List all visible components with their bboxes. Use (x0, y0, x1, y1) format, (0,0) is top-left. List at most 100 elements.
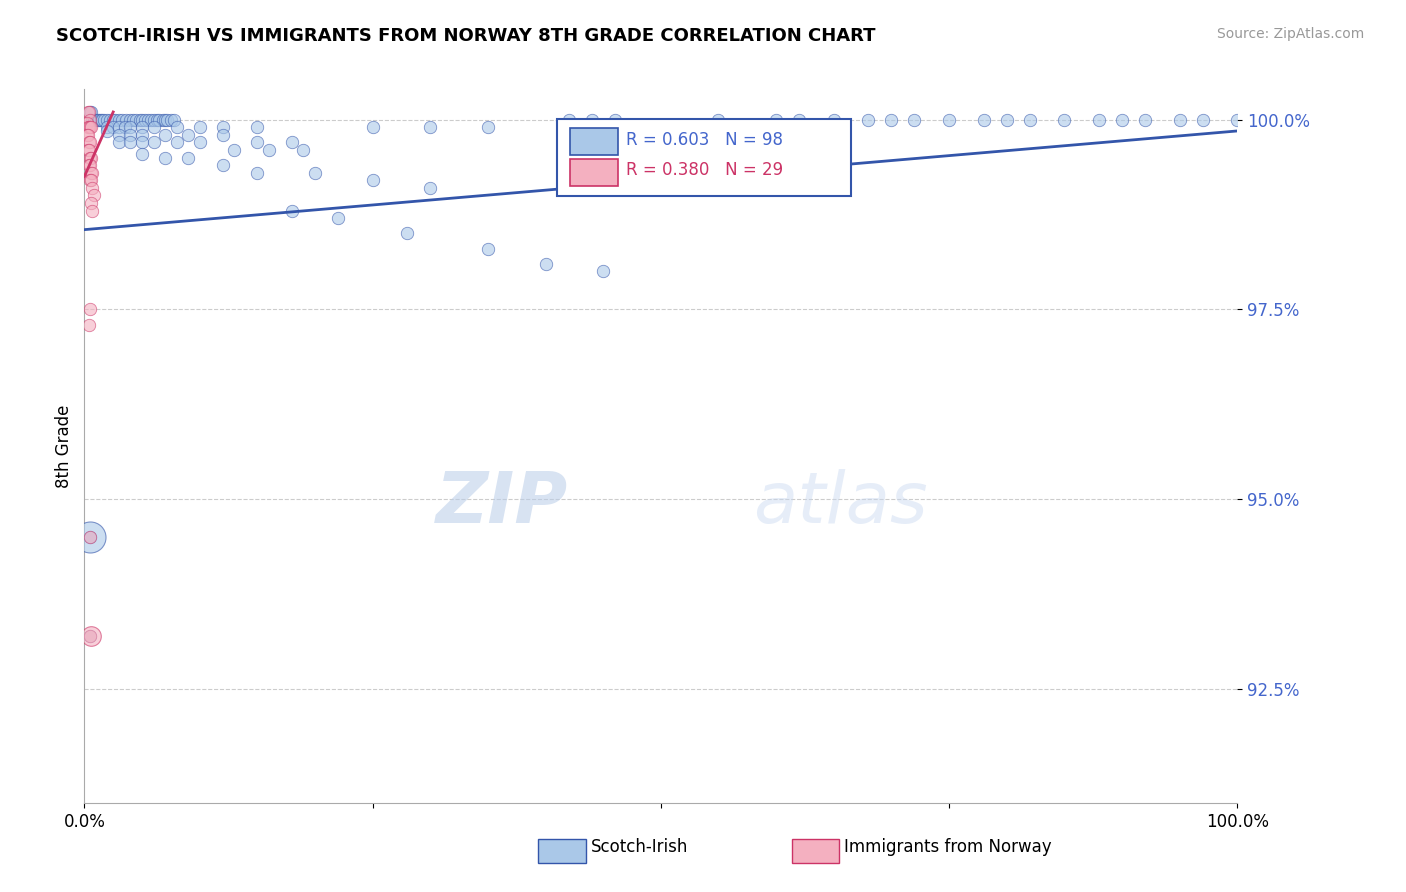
Point (765, 112, 787, 127)
Point (188, 120, 211, 135)
Point (90, 112, 112, 127)
Point (938, 112, 960, 127)
Point (146, 112, 169, 127)
Point (79, 530, 101, 544)
Point (1133, 112, 1156, 127)
Point (76, 105, 98, 120)
Point (80, 629, 103, 643)
Point (77, 136, 100, 150)
Point (557, 112, 579, 127)
Point (80, 120, 103, 135)
Point (79, 173, 101, 187)
Point (880, 112, 903, 127)
Point (79, 151, 101, 165)
Point (89, 112, 111, 127)
Y-axis label: 8th Grade: 8th Grade (55, 404, 73, 488)
Point (1111, 112, 1133, 127)
Point (477, 242, 499, 256)
Point (1088, 112, 1111, 127)
FancyBboxPatch shape (569, 159, 619, 186)
Point (111, 112, 134, 127)
Point (77, 120, 100, 135)
Point (142, 136, 165, 150)
Point (76, 128, 98, 142)
Point (281, 203, 304, 218)
Point (152, 112, 174, 127)
Point (419, 120, 441, 135)
Point (131, 146, 153, 161)
Point (858, 112, 880, 127)
Point (787, 112, 810, 127)
Point (79, 112, 101, 127)
FancyBboxPatch shape (557, 120, 851, 196)
Point (142, 120, 165, 135)
Point (153, 151, 176, 165)
Point (96, 112, 118, 127)
Point (995, 112, 1018, 127)
Point (707, 112, 730, 127)
Point (96, 124, 118, 138)
Point (77, 143, 100, 157)
Point (257, 143, 280, 157)
Point (120, 112, 142, 127)
Point (136, 112, 159, 127)
Point (156, 112, 179, 127)
Point (79, 105, 101, 120)
Point (83, 112, 105, 127)
Text: Immigrants from Norway: Immigrants from Norway (844, 838, 1052, 856)
Point (1226, 112, 1249, 127)
Point (125, 112, 148, 127)
Point (419, 181, 441, 195)
Point (77, 105, 100, 120)
Point (281, 136, 304, 150)
Point (96, 120, 118, 135)
Point (115, 112, 138, 127)
Point (534, 257, 557, 271)
Point (103, 112, 124, 127)
Point (603, 112, 626, 127)
Point (84, 112, 107, 127)
Point (82, 112, 104, 127)
Point (211, 158, 233, 172)
Point (82, 181, 104, 195)
Point (361, 120, 384, 135)
Point (120, 136, 142, 150)
Point (326, 211, 349, 226)
Point (211, 128, 233, 142)
Point (246, 120, 269, 135)
Point (79, 158, 101, 172)
Point (903, 112, 925, 127)
Point (79, 530, 101, 544)
Point (80, 173, 103, 187)
Point (131, 136, 153, 150)
Point (79, 136, 101, 150)
Text: Scotch-Irish: Scotch-Irish (591, 838, 688, 856)
Point (104, 112, 127, 127)
Point (98, 112, 121, 127)
Point (79, 302, 101, 317)
Point (121, 112, 143, 127)
Point (361, 173, 384, 187)
Point (80, 196, 103, 211)
Point (177, 151, 200, 165)
Point (141, 112, 163, 127)
Point (80, 166, 103, 180)
Point (166, 120, 188, 135)
Point (77, 318, 100, 332)
Point (79, 530, 101, 544)
Point (103, 120, 124, 135)
Point (142, 112, 165, 127)
Point (188, 136, 211, 150)
Point (592, 264, 614, 278)
Point (973, 112, 995, 127)
FancyBboxPatch shape (569, 128, 619, 155)
Point (177, 128, 200, 142)
Point (1053, 112, 1076, 127)
Point (292, 143, 315, 157)
Point (120, 120, 142, 135)
Point (477, 120, 499, 135)
Point (304, 166, 326, 180)
Point (76, 128, 98, 142)
Point (76, 120, 98, 135)
Point (80, 151, 103, 165)
